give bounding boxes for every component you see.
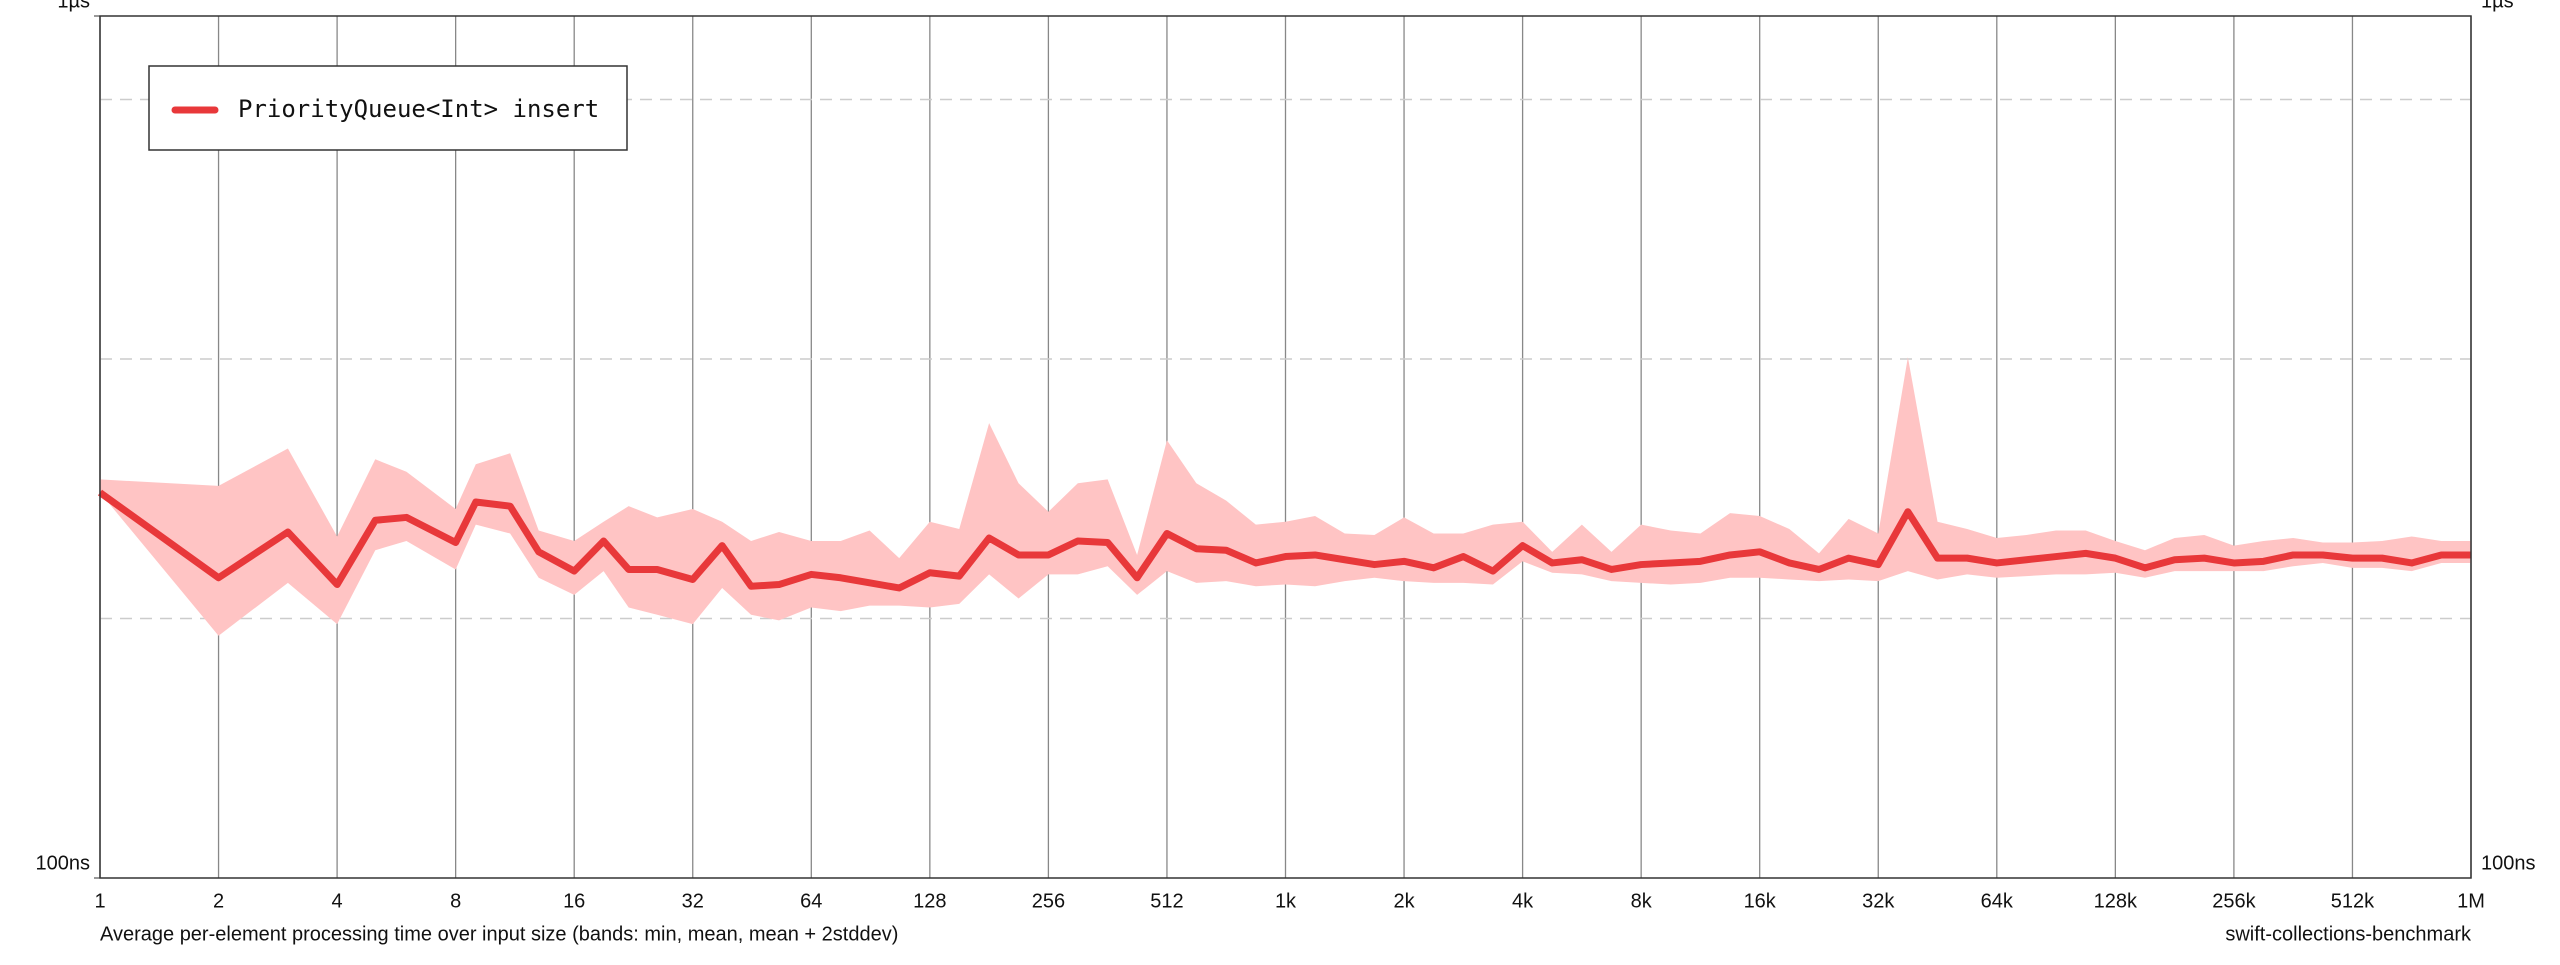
x-tick-label: 1M xyxy=(2457,890,2485,912)
x-tick-label: 8k xyxy=(1631,890,1653,912)
x-tick-label: 2k xyxy=(1393,890,1415,912)
x-tick-label: 32 xyxy=(682,890,704,912)
x-tick-label: 64 xyxy=(800,890,822,912)
x-tick-label: 1 xyxy=(94,890,105,912)
x-tick-label: 8 xyxy=(450,890,461,912)
plot-frame xyxy=(99,15,2472,879)
y-tick-label-right: 100ns xyxy=(2481,852,2536,874)
x-tick-label: 32k xyxy=(1862,890,1895,912)
x-tick-label: 64k xyxy=(1981,890,2014,912)
y-tick-label-right: 1µs xyxy=(2481,0,2514,12)
line xyxy=(97,489,2471,592)
x-tick-label: 128 xyxy=(913,890,946,912)
legend-label: PriorityQueue<Int> insert xyxy=(238,95,599,123)
x-tick-label: 256 xyxy=(1032,890,1065,912)
x-tick-label: 512 xyxy=(1150,890,1183,912)
y-tick-label: 100ns xyxy=(36,852,91,874)
x-tick-label: 256k xyxy=(2212,890,2256,912)
grid xyxy=(99,16,2472,878)
x-tick-label: 1k xyxy=(1275,890,1297,912)
credit: swift-collections-benchmark xyxy=(2225,923,2472,945)
x-tick-label: 512k xyxy=(2331,890,2375,912)
x-tick-label: 16k xyxy=(1744,890,1777,912)
legend-box xyxy=(148,65,628,151)
x-tick-label: 4 xyxy=(332,890,343,912)
x-tick-label: 128k xyxy=(2094,890,2138,912)
x-tick-label: 4k xyxy=(1512,890,1534,912)
y-tick-label: 1µs xyxy=(57,0,90,12)
caption: Average per-element processing time over… xyxy=(100,923,898,945)
legend: PriorityQueue<Int> insert xyxy=(148,65,628,151)
x-tick-label: 16 xyxy=(563,890,585,912)
x-tick-label: 2 xyxy=(213,890,224,912)
